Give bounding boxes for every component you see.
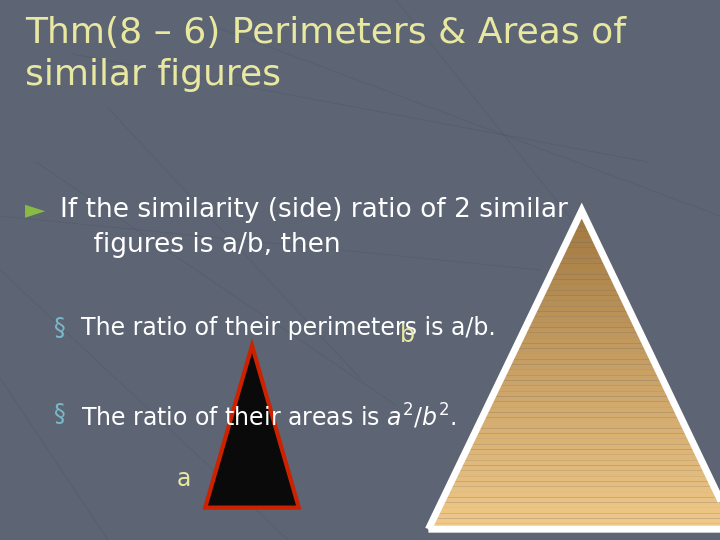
Polygon shape	[508, 359, 655, 364]
Polygon shape	[549, 274, 615, 280]
Polygon shape	[546, 280, 617, 285]
Polygon shape	[441, 497, 720, 503]
Polygon shape	[510, 354, 653, 359]
Polygon shape	[469, 439, 693, 444]
Text: a: a	[176, 468, 191, 491]
Polygon shape	[428, 524, 720, 529]
Polygon shape	[528, 317, 635, 322]
Polygon shape	[472, 434, 691, 439]
Polygon shape	[462, 455, 701, 460]
Polygon shape	[579, 211, 585, 216]
Polygon shape	[467, 444, 696, 449]
Polygon shape	[498, 381, 666, 386]
Polygon shape	[492, 391, 671, 396]
Polygon shape	[490, 396, 673, 402]
Polygon shape	[503, 370, 661, 375]
Polygon shape	[536, 301, 628, 306]
Polygon shape	[464, 449, 699, 455]
Polygon shape	[521, 333, 643, 338]
Polygon shape	[577, 216, 587, 221]
Polygon shape	[526, 322, 638, 327]
Polygon shape	[480, 418, 683, 423]
Polygon shape	[544, 285, 620, 291]
Polygon shape	[523, 327, 640, 333]
Polygon shape	[500, 375, 663, 381]
Polygon shape	[518, 338, 645, 343]
Polygon shape	[539, 295, 625, 301]
Polygon shape	[451, 476, 711, 482]
Polygon shape	[559, 253, 605, 259]
Polygon shape	[477, 423, 686, 428]
Polygon shape	[474, 428, 688, 434]
Polygon shape	[431, 518, 720, 524]
Polygon shape	[449, 482, 714, 487]
Text: ►: ►	[25, 197, 45, 223]
Polygon shape	[482, 413, 681, 418]
Text: The ratio of their areas is $a^2/b^2$.: The ratio of their areas is $a^2/b^2$.	[81, 402, 456, 431]
Polygon shape	[436, 508, 720, 513]
Text: The ratio of their perimeters is a/b.: The ratio of their perimeters is a/b.	[81, 316, 496, 340]
Polygon shape	[569, 232, 595, 237]
Text: §: §	[54, 402, 66, 426]
Polygon shape	[562, 248, 602, 253]
Polygon shape	[438, 503, 720, 508]
Polygon shape	[456, 465, 706, 471]
Polygon shape	[564, 242, 600, 248]
Polygon shape	[554, 264, 610, 269]
Polygon shape	[567, 237, 597, 242]
Polygon shape	[454, 471, 709, 476]
Polygon shape	[513, 349, 650, 354]
Polygon shape	[516, 343, 648, 349]
Polygon shape	[574, 221, 590, 226]
Polygon shape	[444, 492, 719, 497]
Polygon shape	[557, 259, 607, 264]
Polygon shape	[205, 346, 299, 508]
Polygon shape	[541, 291, 623, 295]
Text: b: b	[400, 323, 415, 347]
Polygon shape	[459, 460, 704, 465]
Polygon shape	[505, 364, 658, 370]
Polygon shape	[534, 306, 630, 312]
Polygon shape	[531, 312, 633, 317]
Polygon shape	[495, 386, 668, 391]
Polygon shape	[487, 402, 676, 407]
Polygon shape	[551, 269, 612, 274]
Polygon shape	[485, 407, 678, 413]
Text: If the similarity (side) ratio of 2 similar
    figures is a/b, then: If the similarity (side) ratio of 2 simi…	[60, 197, 567, 258]
Polygon shape	[572, 226, 592, 232]
Polygon shape	[433, 513, 720, 518]
Polygon shape	[446, 487, 716, 492]
Text: Thm(8 – 6) Perimeters & Areas of
similar figures: Thm(8 – 6) Perimeters & Areas of similar…	[25, 16, 626, 92]
Text: §: §	[54, 316, 66, 340]
